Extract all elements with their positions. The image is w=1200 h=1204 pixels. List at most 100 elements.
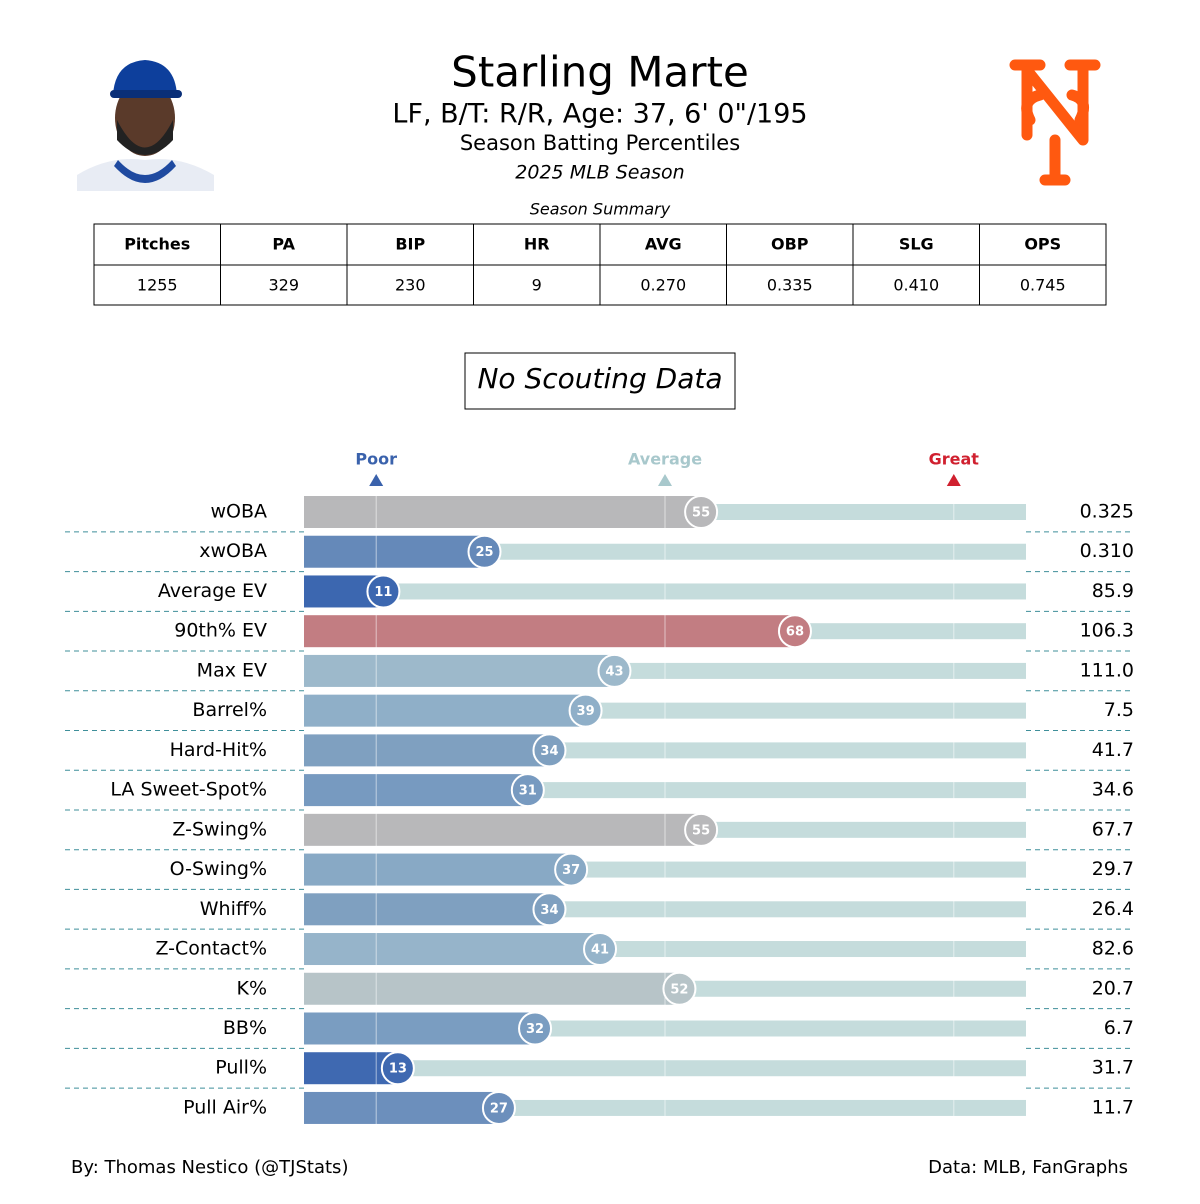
bar (304, 1091, 499, 1124)
season: 2025 MLB Season (515, 162, 684, 184)
value-dot (532, 733, 567, 768)
team-logo (1009, 59, 1101, 186)
category-label: BB% (223, 1017, 267, 1039)
value-label: 34 (540, 744, 558, 759)
table-cell (346, 264, 474, 306)
x-tick-label: Great (929, 450, 980, 469)
value-label: 41 (591, 943, 609, 958)
stat-value: 111.0 (1080, 659, 1134, 681)
stat-value: 6.7 (1104, 1017, 1134, 1039)
table-value: 0.335 (767, 276, 813, 295)
value-dot (777, 614, 812, 649)
table-header: HR (524, 235, 550, 254)
category-label: Whiff% (200, 898, 267, 920)
table-header-cell (346, 223, 474, 266)
value-label: 13 (389, 1062, 407, 1077)
value-dot (684, 812, 719, 847)
tick-marker (658, 474, 672, 486)
value-dot (510, 773, 545, 808)
bar (304, 535, 485, 568)
value-label: 55 (692, 823, 710, 838)
description: Season Batting Percentiles (460, 131, 740, 155)
bar (304, 972, 680, 1005)
stat-value: 0.325 (1080, 501, 1134, 523)
category-label: 90th% EV (174, 620, 267, 642)
table-value: 1255 (137, 276, 178, 295)
value-dot (532, 892, 567, 927)
category-label: Pull% (215, 1057, 267, 1079)
category-label: Pull Air% (183, 1096, 267, 1118)
value-dot (366, 574, 401, 609)
table-cell (726, 264, 854, 306)
table-cell (599, 264, 727, 306)
table-caption: Season Summary (530, 200, 671, 219)
category-label: xwOBA (199, 540, 267, 562)
subtitle: LF, B/T: R/R, Age: 37, 6' 0"/195 (392, 99, 807, 130)
value-dot (684, 495, 719, 529)
table-value: 9 (532, 276, 542, 295)
bar (304, 1012, 536, 1045)
value-label: 39 (577, 704, 595, 719)
tick-marker (946, 474, 961, 486)
table-cell (852, 264, 980, 306)
value-dot (380, 1051, 415, 1086)
title: Starling Marte (451, 48, 749, 97)
table-value: 0.745 (1020, 276, 1066, 295)
table-header-cell (852, 223, 980, 266)
player-photo (77, 55, 214, 191)
category-label: wOBA (210, 501, 267, 523)
value-label: 43 (605, 664, 623, 679)
notice: No Scouting Data (477, 362, 722, 395)
x-tick-label: Average (628, 450, 702, 469)
bar (304, 774, 528, 807)
table-cell (979, 264, 1107, 306)
value-label: 31 (519, 784, 537, 799)
stat-value: 85.9 (1092, 580, 1134, 602)
value-label: 55 (692, 506, 710, 521)
stat-value: 41.7 (1092, 739, 1134, 761)
category-label: Average EV (158, 580, 267, 602)
stat-value: 106.3 (1080, 620, 1134, 642)
stat-value: 20.7 (1092, 977, 1134, 999)
notice-box (464, 352, 736, 410)
bar (304, 933, 601, 966)
value-dot (662, 971, 697, 1006)
category-label: Max EV (197, 659, 267, 681)
stat-value: 34.6 (1092, 779, 1134, 801)
category-label: O-Swing% (170, 858, 267, 880)
table-value: 329 (268, 276, 299, 295)
table-header: OPS (1024, 235, 1061, 254)
x-tick-label: Poor (355, 450, 397, 469)
table-header-cell (979, 223, 1107, 266)
table-header: OBP (771, 235, 809, 254)
value-label: 11 (374, 585, 392, 600)
table-header: AVG (645, 235, 682, 254)
value-label: 34 (540, 903, 558, 918)
table-value: 230 (395, 276, 426, 295)
value-dot (583, 932, 618, 967)
value-label: 52 (670, 982, 688, 997)
table-header: SLG (899, 235, 934, 254)
stat-value: 7.5 (1104, 699, 1134, 721)
value-label: 68 (786, 625, 804, 640)
value-label: 25 (475, 545, 493, 560)
table-value: 0.410 (893, 276, 939, 295)
category-label: K% (236, 977, 267, 999)
category-label: Barrel% (192, 699, 267, 721)
bar (304, 853, 572, 886)
table-header: BIP (395, 235, 425, 254)
value-label: 27 (490, 1101, 508, 1116)
category-label: Hard-Hit% (170, 739, 267, 761)
stat-value: 67.7 (1092, 818, 1134, 840)
stat-value: 26.4 (1092, 898, 1134, 920)
table-cell (220, 264, 348, 306)
stat-value: 0.310 (1080, 540, 1134, 562)
stat-value: 82.6 (1092, 938, 1134, 960)
credit: By: Thomas Nestico (@TJStats) (71, 1157, 348, 1178)
bar (304, 734, 550, 767)
value-dot (554, 852, 589, 887)
stat-value: 31.7 (1092, 1057, 1134, 1079)
table-header: Pitches (124, 235, 190, 254)
category-label: Z-Swing% (172, 818, 267, 840)
